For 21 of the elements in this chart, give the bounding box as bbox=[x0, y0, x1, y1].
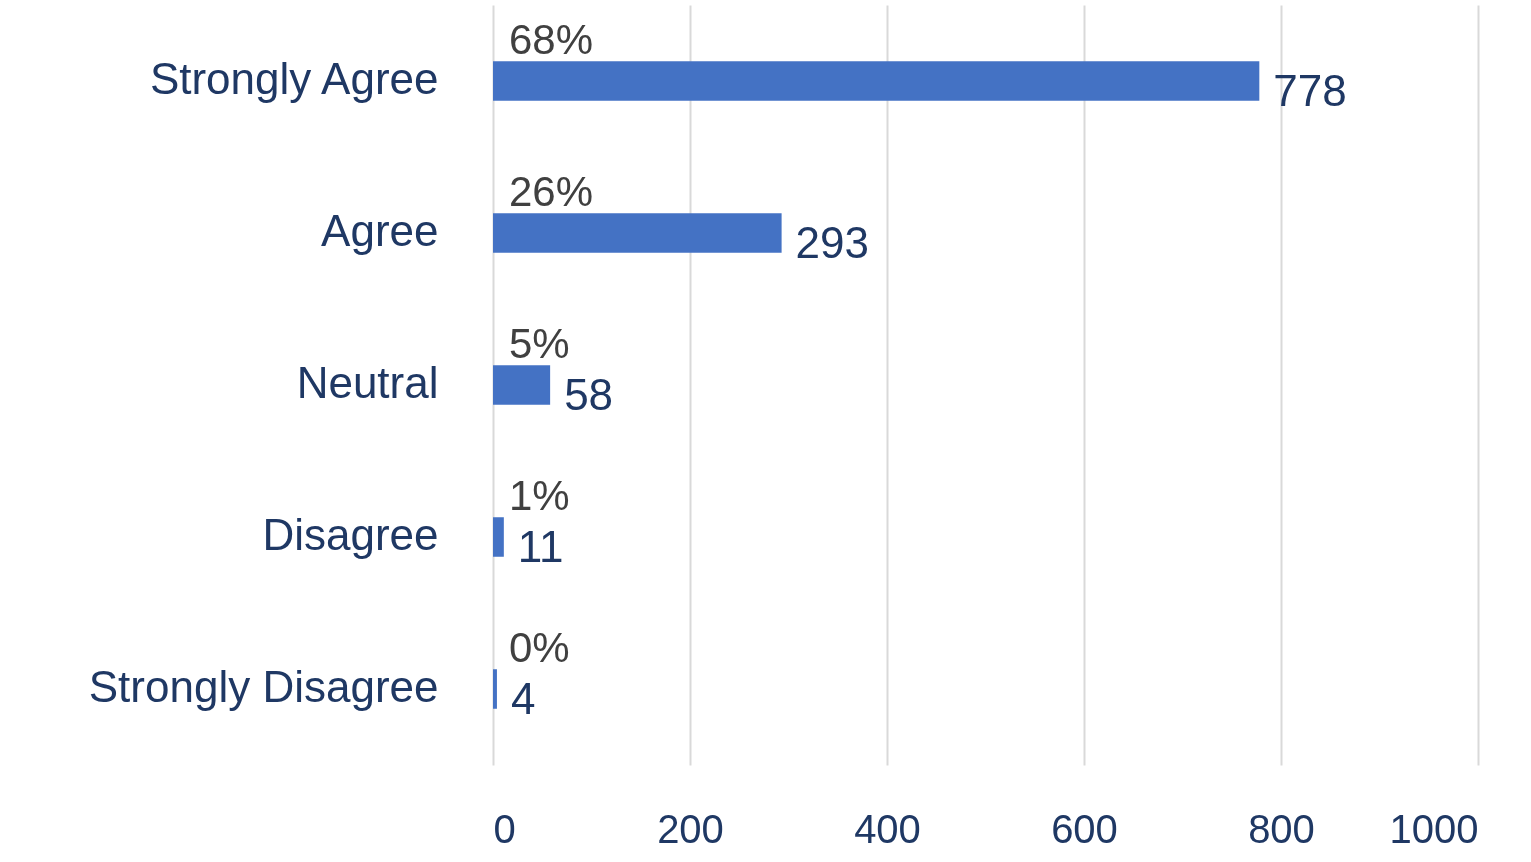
data-label: 58 bbox=[564, 370, 614, 419]
annotation: 5% bbox=[509, 320, 570, 367]
data-label: 4 bbox=[510, 674, 536, 723]
x-tick-label: 0 bbox=[493, 806, 516, 851]
x-tick-label: 400 bbox=[854, 806, 921, 851]
y-tick-label: Agree bbox=[321, 206, 439, 255]
x-tick-label: 800 bbox=[1248, 806, 1315, 851]
y-tick-label: Strongly Agree bbox=[149, 54, 439, 103]
x-tick-label: 1000 bbox=[1389, 806, 1479, 851]
y-tick-label: Disagree bbox=[262, 510, 439, 559]
data-label: 11 bbox=[517, 522, 564, 571]
annotation: 0% bbox=[509, 624, 570, 671]
annotation: 26% bbox=[509, 168, 594, 215]
annotation: 1% bbox=[509, 472, 570, 519]
data-label: 778 bbox=[1273, 66, 1347, 115]
annotation: 68% bbox=[509, 16, 594, 63]
y-tick-label: Neutral bbox=[296, 358, 439, 407]
x-tick-label: 200 bbox=[657, 806, 724, 851]
x-tick-label: 600 bbox=[1051, 806, 1118, 851]
data-label: 293 bbox=[795, 218, 870, 267]
y-tick-label: Strongly Disagree bbox=[88, 662, 439, 711]
